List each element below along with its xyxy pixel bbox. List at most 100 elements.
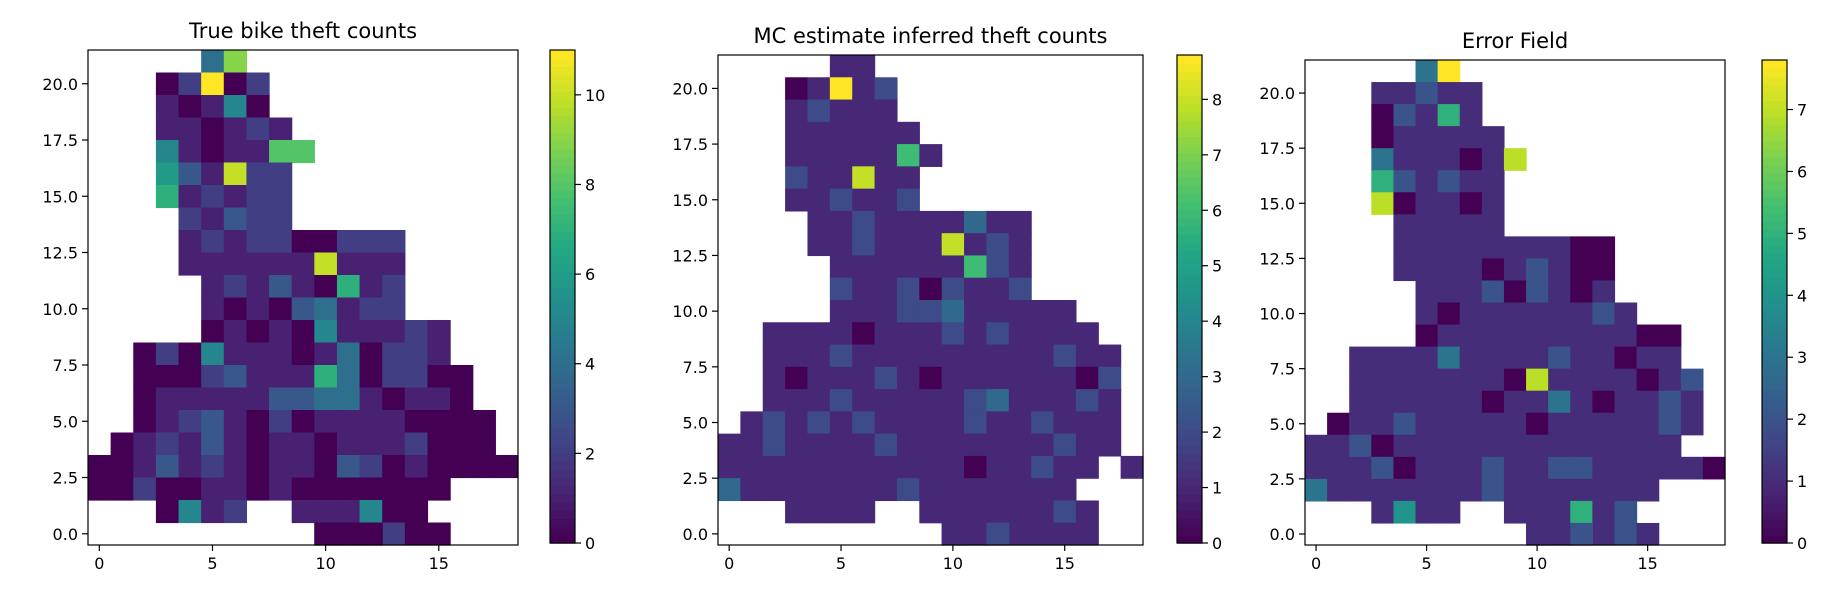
- heatmap-cell: [201, 162, 225, 186]
- heatmap-cell: [1459, 412, 1483, 436]
- heatmap-cell: [1548, 368, 1571, 392]
- heatmap-cell: [919, 210, 943, 234]
- colorbar-segment: [1177, 168, 1202, 178]
- heatmap-cell: [269, 117, 293, 141]
- colorbar-segment: [1762, 188, 1787, 198]
- heatmap-cell: [1614, 500, 1638, 524]
- colorbar-segment: [550, 345, 575, 355]
- heatmap-cell: [762, 433, 786, 457]
- heatmap-cell: [964, 522, 988, 546]
- heatmap-cell: [829, 99, 853, 123]
- heatmap-cell: [1526, 456, 1549, 480]
- heatmap-cell: [223, 410, 248, 434]
- panel-title: MC estimate inferred theft counts: [754, 24, 1108, 48]
- heatmap-cell: [336, 500, 361, 524]
- heatmap-cell: [964, 322, 988, 346]
- heatmap-cell: [133, 477, 157, 501]
- heatmap-cell: [941, 366, 965, 390]
- heatmap-cells: [718, 55, 1144, 546]
- heatmap-cell: [785, 121, 809, 145]
- heatmap-cell: [178, 162, 202, 186]
- heatmap-cell: [762, 366, 786, 390]
- heatmap-cell: [1437, 60, 1461, 83]
- heatmap-cell: [1614, 346, 1638, 370]
- heatmap-cell: [336, 230, 361, 254]
- colorbar-segment: [550, 354, 575, 363]
- heatmap-cell: [1415, 434, 1439, 458]
- heatmap-cell: [964, 433, 988, 457]
- heatmap-cell: [382, 365, 406, 389]
- heatmap-cell: [829, 55, 853, 78]
- heatmap-cell: [1008, 478, 1032, 502]
- heatmap-cell: [829, 277, 853, 301]
- colorbar-segment: [1762, 526, 1787, 536]
- colorbar-segment: [1762, 60, 1787, 69]
- colorbar-segment: [550, 99, 575, 109]
- colorbar-segment: [550, 189, 575, 199]
- colorbar-segment: [550, 386, 575, 396]
- heatmap-cell: [964, 255, 988, 279]
- heatmap-cell: [133, 432, 157, 456]
- heatmap-cell: [986, 366, 1010, 390]
- heatmap-cell: [785, 433, 809, 457]
- heatmap-cell: [1437, 104, 1461, 127]
- heatmap-cell: [1371, 456, 1395, 480]
- heatmap-cell: [1503, 302, 1527, 326]
- heatmap-cell: [1658, 324, 1682, 348]
- heatmap-cell: [896, 210, 920, 234]
- colorbar-segment: [1762, 245, 1787, 254]
- heatmap-cell: [1459, 126, 1483, 149]
- colorbar-segment: [550, 534, 575, 544]
- heatmap-cell: [1349, 456, 1372, 480]
- colorbar-segment: [1177, 323, 1202, 333]
- heatmap-cell: [1393, 258, 1417, 282]
- heatmap-cell: [1503, 148, 1527, 171]
- heatmap-cell: [874, 433, 898, 457]
- heatmap-cell: [1459, 82, 1483, 105]
- colorbar-segment: [1177, 486, 1202, 495]
- heatmap-cell: [201, 95, 225, 119]
- heatmap-cell: [1008, 366, 1032, 390]
- heatmap-cell: [807, 322, 831, 346]
- colorbar-segment: [550, 510, 575, 520]
- heatmap-cell: [155, 432, 180, 456]
- x-tick-label: 10: [943, 554, 963, 573]
- heatmap-cell: [314, 477, 338, 501]
- y-tick-label: 17.5: [672, 135, 708, 154]
- heatmap-cell: [1305, 478, 1328, 502]
- heatmap-cell: [1371, 192, 1395, 215]
- heatmap-cell: [785, 166, 809, 190]
- heatmap-cell: [1526, 522, 1549, 546]
- x-tick-label: 0: [1311, 554, 1321, 573]
- heatmap-cell: [852, 55, 876, 78]
- colorbar-segment: [1762, 293, 1787, 303]
- heatmap-cell: [986, 210, 1010, 234]
- colorbar-tick-label: 5: [1797, 224, 1807, 243]
- colorbar-segment: [1177, 364, 1202, 373]
- heatmap-cell: [1415, 412, 1439, 436]
- heatmap-cell: [762, 478, 786, 502]
- colorbar-segment: [1177, 307, 1202, 316]
- heatmap-cell: [896, 366, 920, 390]
- colorbar-segment: [1177, 355, 1202, 365]
- heatmap-cell: [223, 252, 248, 276]
- colorbar-segment: [1177, 217, 1202, 227]
- colorbar-segment: [1177, 193, 1202, 203]
- heatmap-cell: [852, 121, 876, 145]
- heatmap-cell: [269, 365, 293, 389]
- colorbar-segment: [550, 526, 575, 536]
- heatmap-cell: [852, 322, 876, 346]
- heatmap-cell: [1393, 236, 1417, 260]
- colorbar-segment: [1762, 518, 1787, 528]
- heatmap-cell: [1636, 390, 1660, 414]
- heatmap-cell: [1031, 389, 1055, 412]
- heatmap-cell: [874, 300, 898, 323]
- heatmap-cell: [919, 277, 943, 301]
- heatmap-cell: [201, 432, 225, 456]
- heatmap-cell: [1053, 478, 1077, 502]
- heatmap-cell: [829, 500, 853, 524]
- heatmap-cell: [1415, 456, 1439, 480]
- colorbar-segment: [550, 140, 575, 150]
- colorbar-segment: [1762, 180, 1787, 190]
- colorbar-segment: [1762, 100, 1787, 109]
